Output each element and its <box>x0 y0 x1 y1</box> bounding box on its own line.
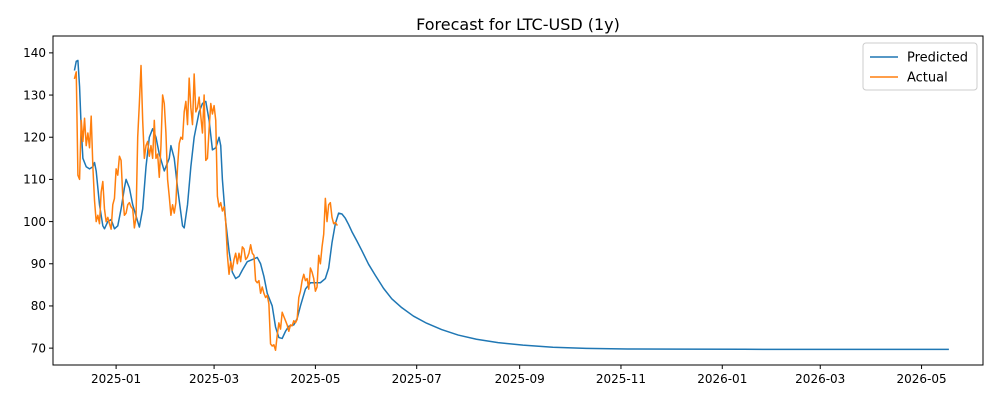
x-tick-label: 2026-01 <box>697 372 747 386</box>
x-tick-label: 2025-09 <box>495 372 545 386</box>
x-tick-label: 2025-11 <box>596 372 646 386</box>
y-tick-label: 130 <box>23 88 46 102</box>
x-tick-label: 2025-01 <box>91 372 141 386</box>
y-tick-label: 120 <box>23 131 46 145</box>
y-tick-label: 80 <box>31 299 46 313</box>
x-tick-label: 2025-05 <box>290 372 340 386</box>
x-tick-label: 2025-07 <box>392 372 442 386</box>
plot-frame <box>52 35 984 366</box>
plot-area <box>52 35 984 366</box>
y-tick-label: 100 <box>23 215 46 229</box>
series-layer <box>73 59 949 351</box>
x-tick-label: 2026-03 <box>795 372 845 386</box>
series-line-actual <box>73 64 339 351</box>
legend-label-actual: Actual <box>907 71 948 86</box>
x-tick-label: 2026-05 <box>896 372 946 386</box>
y-tick-label: 110 <box>23 173 46 187</box>
x-tick-label: 2025-03 <box>189 372 239 386</box>
y-tick-label: 140 <box>23 46 46 60</box>
y-tick-label: 70 <box>31 341 46 355</box>
chart-title: Forecast for LTC-USD (1y) <box>416 15 620 34</box>
x-axis: 2025-01 2025-03 2025-05 2025-07 2025-09 2025-… <box>91 365 947 386</box>
y-axis: 70 80 90 100 110 120 130 140 <box>23 46 53 355</box>
legend-label-predicted: Predicted <box>907 51 968 66</box>
legend-box <box>862 42 978 91</box>
legend: Predicted Actual <box>862 42 978 91</box>
y-tick-label: 90 <box>31 257 46 271</box>
